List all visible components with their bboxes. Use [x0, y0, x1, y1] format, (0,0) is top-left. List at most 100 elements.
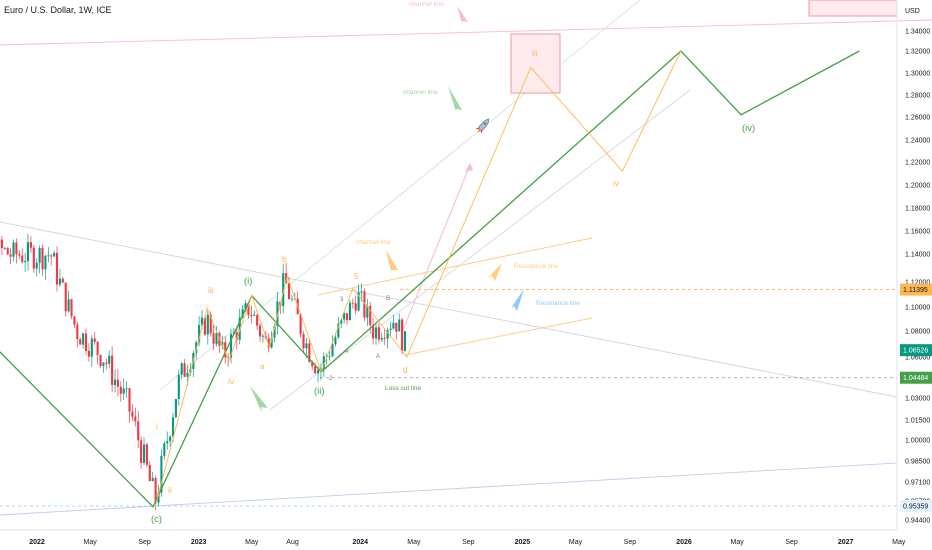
- annotation-channel-mid: channel line: [403, 89, 438, 96]
- candle-body: [244, 303, 247, 310]
- candle-body: [238, 317, 241, 340]
- wave-label: ii: [168, 485, 172, 495]
- x-tick-label: Sep: [785, 539, 798, 546]
- y-tick-label: 1.26000: [905, 115, 930, 122]
- candle-body: [305, 343, 308, 349]
- wave-label: 5: [354, 271, 359, 281]
- candle-body: [290, 298, 293, 300]
- candle-body: [169, 436, 172, 442]
- x-axis[interactable]: 2022 May Sep 2023 May Aug 2024 May Sep 2025 May Sep…: [0, 529, 906, 546]
- x-tick-label: May: [84, 539, 98, 546]
- candle-body: [354, 303, 357, 311]
- y-tick-label: 0.94400: [905, 518, 930, 525]
- candle-body: [212, 333, 215, 344]
- pink-projection-line: [402, 164, 471, 331]
- candle-body: [308, 343, 311, 362]
- candle-body: [87, 350, 90, 357]
- candle-body: [276, 301, 279, 327]
- price-badge-bg: [900, 499, 932, 512]
- candle-body: [311, 361, 314, 367]
- rocket-window: [483, 122, 487, 125]
- wave-label: 3: [340, 297, 344, 303]
- wave-label: B: [386, 296, 390, 302]
- price-badge-label: 0.95359: [903, 503, 928, 510]
- candle-body: [366, 305, 369, 318]
- candle-body: [99, 355, 102, 367]
- wave-label: 4: [345, 349, 349, 355]
- candle-body: [183, 363, 186, 377]
- candle-body: [334, 337, 337, 345]
- wave-label: iii: [532, 48, 538, 58]
- candle-body: [119, 386, 122, 394]
- candle-body: [38, 247, 41, 263]
- candle-body: [206, 314, 209, 335]
- y-tick-label: 1.24000: [905, 138, 930, 145]
- candle-body: [250, 315, 253, 316]
- candle-body: [224, 342, 227, 358]
- candle-body: [331, 344, 334, 357]
- candle-body: [73, 316, 76, 325]
- candle-body: [287, 283, 291, 300]
- candle-body: [299, 314, 302, 335]
- candle-body: [377, 327, 380, 340]
- y-axis[interactable]: 1.34000 1.32000 1.30000 1.28000 1.26000 1.240…: [896, 0, 932, 530]
- channel-top-line: [0, 19, 932, 46]
- wave-label: g: [403, 364, 408, 374]
- candle-body: [348, 302, 351, 321]
- y-tick-label: 0.98500: [905, 459, 930, 466]
- candle-body: [70, 299, 73, 317]
- candle-body: [67, 299, 70, 312]
- wave-label: iii: [208, 285, 214, 295]
- candle-body: [61, 278, 64, 283]
- currency-label: USD: [905, 8, 920, 15]
- candle-body: [84, 333, 88, 351]
- y-tick-label: 1.03000: [905, 396, 930, 403]
- price-badge-label: 1.06526: [903, 348, 928, 355]
- candle-body: [186, 372, 189, 377]
- candle-body: [140, 440, 143, 463]
- candle-body: [380, 337, 383, 340]
- y-tick-label: 1.28000: [905, 93, 930, 100]
- candle-body: [389, 328, 392, 330]
- candle-body: [128, 388, 131, 412]
- wave-label: 2: [329, 376, 333, 382]
- y-tick-label: 1.06000: [905, 355, 930, 362]
- candle-body: [270, 337, 273, 348]
- rocket-fins: [475, 127, 483, 134]
- annotation-loss-cut: Loss cut line: [385, 385, 422, 392]
- candle-body: [395, 322, 398, 332]
- wave-label: A: [376, 354, 380, 360]
- y-tick-label: 0.97100: [905, 480, 930, 487]
- wave-label: (c): [151, 514, 162, 525]
- candle-body: [55, 252, 59, 285]
- target-box-top: [808, 0, 898, 17]
- y-tick-label: 1.32000: [905, 49, 930, 56]
- arrow-orange-1: [386, 250, 398, 276]
- x-tick-label: May: [407, 539, 421, 546]
- candle-body: [403, 331, 407, 352]
- arrow-blue: [511, 289, 524, 311]
- y-tick-label: 1.12000: [905, 280, 930, 287]
- wave-label: i: [156, 421, 158, 431]
- wave-label: (iv): [742, 123, 755, 134]
- candle-body: [241, 309, 244, 318]
- candle-body: [261, 335, 264, 337]
- y-tick-label: 1.20000: [905, 183, 930, 190]
- candle-body: [148, 464, 151, 482]
- x-tick-label: 2027: [838, 539, 854, 546]
- rocket-flame: [477, 129, 481, 133]
- candle-body: [131, 411, 134, 417]
- x-tick-label: 2022: [29, 539, 45, 546]
- candle-body: [322, 356, 325, 369]
- annotation-resistance-blue: Resistance line: [536, 300, 580, 307]
- candle-body: [316, 370, 320, 374]
- candle-body: [102, 362, 105, 367]
- candle-body: [195, 342, 198, 353]
- target-box-iii: [510, 33, 561, 94]
- candle-body: [160, 455, 163, 493]
- candle-body: [21, 255, 24, 263]
- x-tick-label: May: [569, 539, 583, 546]
- candle-body: [58, 278, 61, 285]
- candle-body: [137, 421, 140, 441]
- candle-body: [125, 388, 128, 390]
